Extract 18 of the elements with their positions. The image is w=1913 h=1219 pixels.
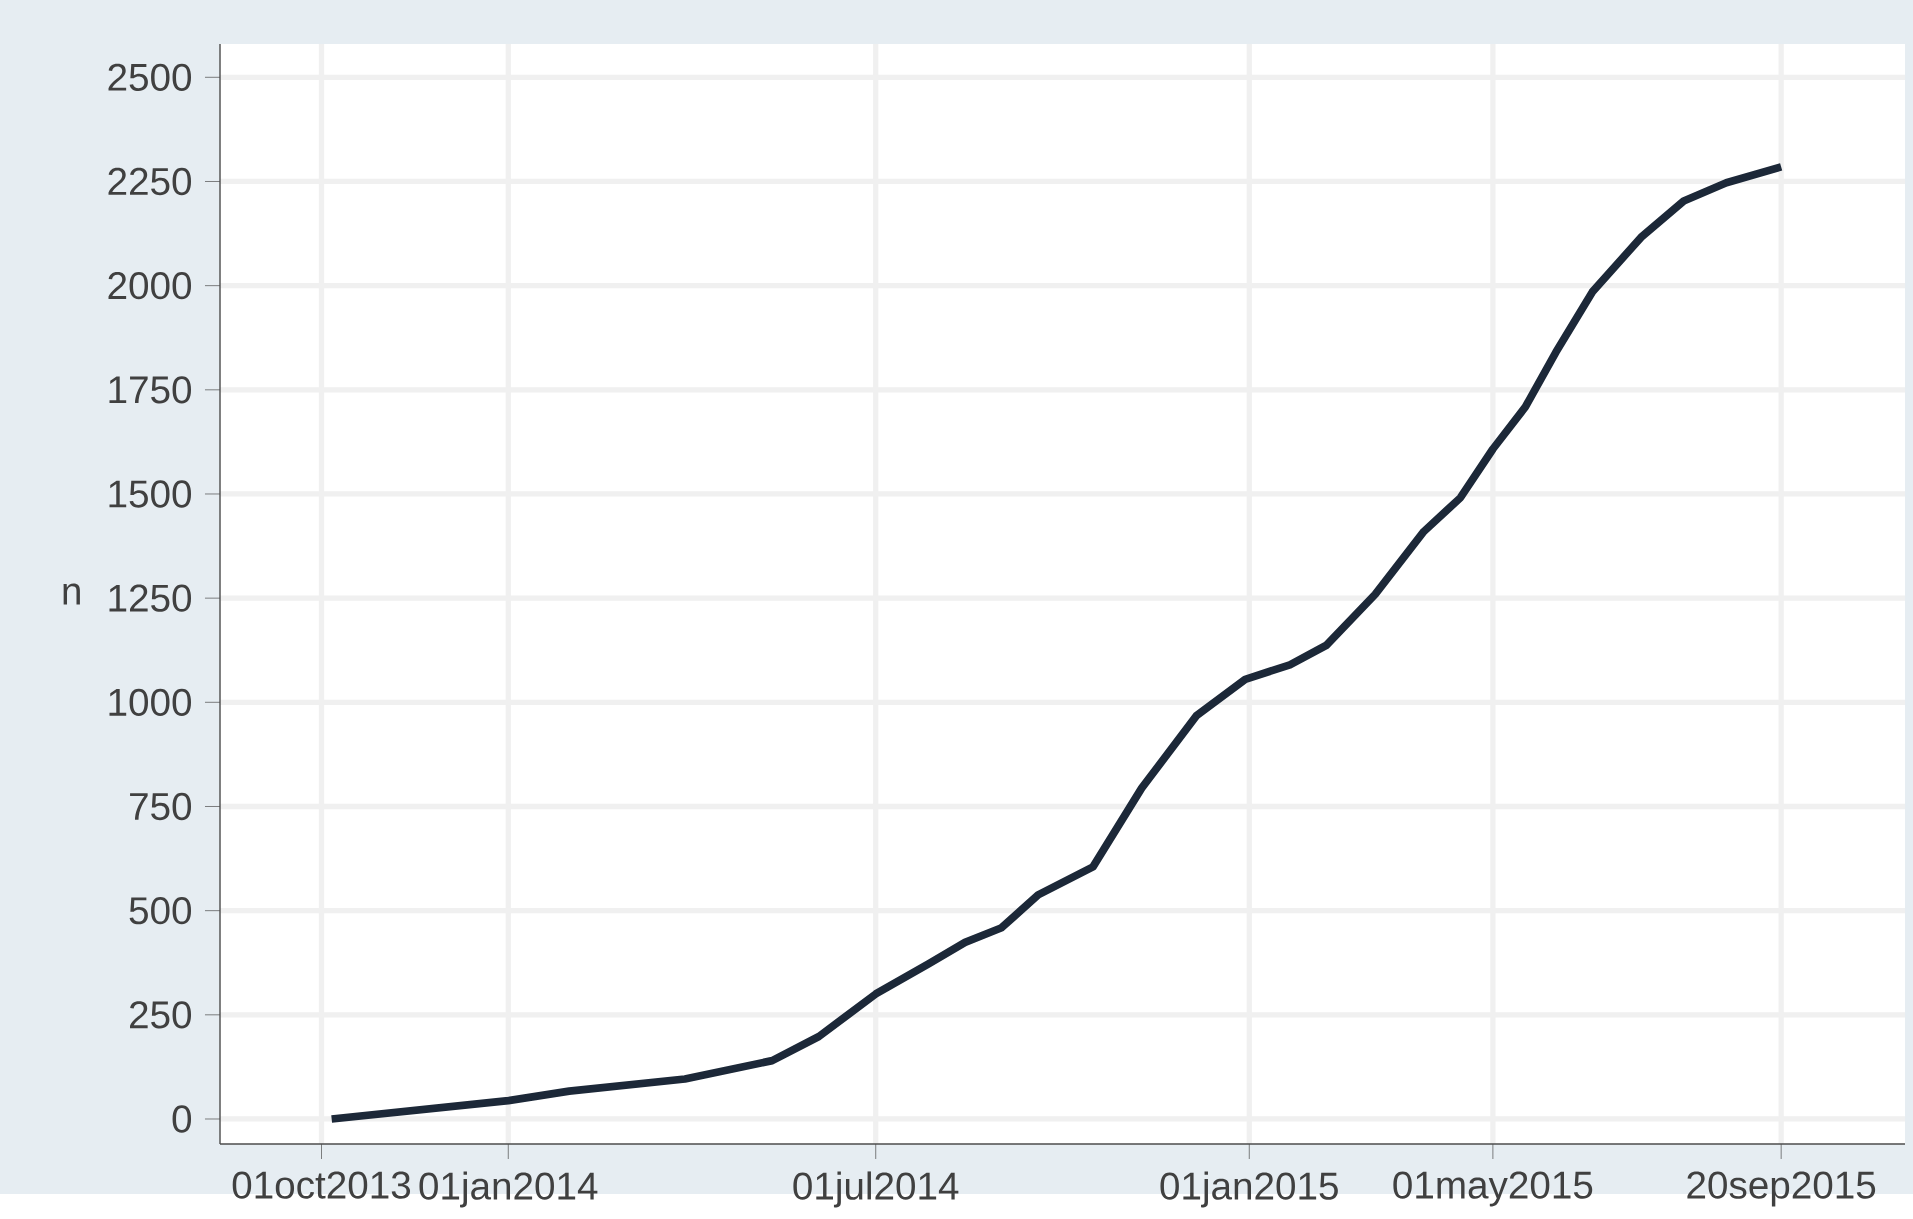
y-tick-label: 2500 [108, 63, 192, 91]
y-tick-label: 500 [129, 896, 192, 925]
y-tick-label: 1750 [109, 376, 192, 404]
y-tick-label: 0 [172, 1105, 192, 1133]
y-tick-label: 250 [130, 1001, 192, 1029]
y-tick-label: 1500 [109, 480, 192, 508]
x-tick-label: 20sep2015 [1687, 1171, 1876, 1207]
y-tick-label: 2000 [108, 271, 192, 300]
x-tick-label: 01jul2014 [793, 1171, 959, 1208]
y-tick-label: 750 [130, 792, 192, 821]
y-tick-label: 1000 [109, 688, 192, 716]
x-tick-label: 01oct2013 [232, 1171, 411, 1199]
y-tick-label: 2250 [108, 167, 192, 196]
y-axis-title: n [63, 583, 80, 605]
y-tick-label: 1250 [109, 584, 192, 612]
x-tick-label: 01jan2014 [419, 1171, 598, 1208]
x-tick-label: 01may2015 [1393, 1171, 1593, 1207]
x-tick-label: 01jan2015 [1160, 1171, 1338, 1208]
